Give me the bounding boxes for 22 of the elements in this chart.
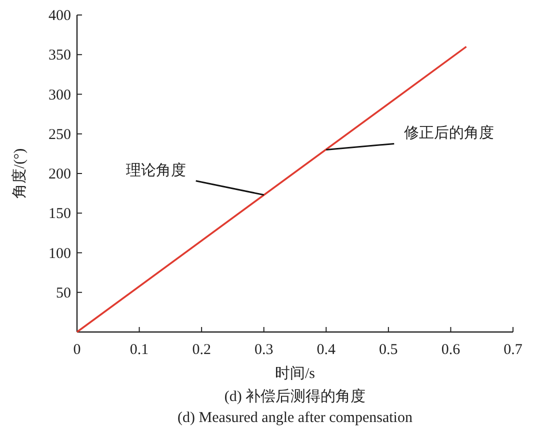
y-tick-label: 250 xyxy=(48,126,71,143)
y-tick-label: 100 xyxy=(48,246,71,262)
annotation: 修正后的角度 xyxy=(404,124,494,142)
x-tick-label: 0.1 xyxy=(130,342,149,358)
y-tick-label: 300 xyxy=(48,87,71,104)
y-tick-label: 50 xyxy=(56,285,71,302)
text: (d) Measured angle after compensation xyxy=(178,410,413,426)
x-tick-label: 0.2 xyxy=(192,342,211,358)
y-tick-label: 150 xyxy=(48,206,71,222)
x-tick-label: 0.3 xyxy=(254,342,274,358)
x-tick-label: 0.6 xyxy=(441,342,461,358)
y-tick-label: 200 xyxy=(48,166,71,182)
x-tick-label: 0 xyxy=(73,342,81,358)
annotation: 理论角度 xyxy=(126,162,186,179)
y-tick-label: 400 xyxy=(48,8,71,24)
x-tick-label: 0.5 xyxy=(379,342,398,358)
y-tick-label: 350 xyxy=(48,48,71,64)
x-tick-label: 0.7 xyxy=(504,342,523,358)
y-axis-title: 角度/(°) xyxy=(11,148,28,199)
text: (d) 补偿后测得的角度 xyxy=(224,388,366,405)
x-axis-title: 时间/s xyxy=(274,365,316,382)
x-tick-label: 0.4 xyxy=(316,342,336,358)
